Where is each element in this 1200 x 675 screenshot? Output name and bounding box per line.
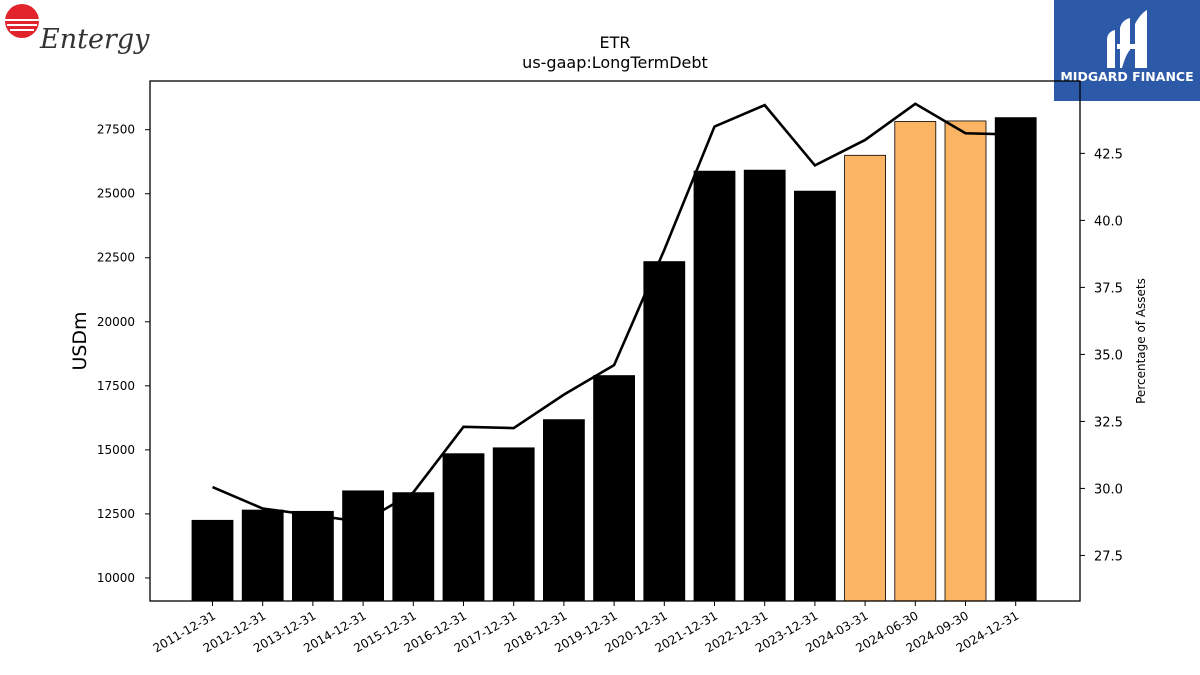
- right-tick-label: 42.5: [1094, 147, 1123, 162]
- right-tick-label: 37.5: [1094, 281, 1123, 296]
- percentage-line: [211, 102, 1016, 524]
- chart-subtitle: us-gaap:LongTermDebt: [522, 53, 708, 72]
- watermark-text: MIDGARD FINANCE: [1060, 69, 1193, 84]
- bar-2018-12-31: [543, 419, 585, 602]
- left-tick-label: 12500: [97, 507, 135, 521]
- bar-2012-12-31: [241, 509, 284, 602]
- y-axis-right-label: Percentage of Assets: [1134, 278, 1148, 404]
- left-axis: 10000 12500 15000 17500 20000 22500 25000 27500: [97, 123, 150, 585]
- bar-2020-12-31: [643, 261, 686, 602]
- company-logo-text: Entergy: [39, 24, 150, 55]
- bar-2021-12-31: [693, 170, 736, 602]
- bar-2019-12-31: [593, 375, 635, 602]
- left-tick-label: 15000: [97, 443, 135, 457]
- right-tick-label: 27.5: [1094, 549, 1123, 564]
- left-tick-label: 27500: [97, 123, 135, 137]
- bar-2014-12-31: [342, 490, 385, 602]
- bar-2022-12-31: [743, 169, 786, 602]
- right-tick-label: 40.0: [1094, 214, 1123, 229]
- bar-2024-03-31: [844, 154, 886, 602]
- left-tick-label: 17500: [97, 379, 135, 393]
- company-logo: Entergy: [5, 4, 150, 55]
- plot-frame: [149, 80, 1081, 602]
- left-tick-label: 25000: [97, 187, 135, 201]
- x-axis: 2011-12-312012-12-312013-12-312014-12-31…: [151, 601, 1021, 655]
- bar-2017-12-31: [492, 447, 535, 602]
- y-axis-label: USDm: [69, 311, 91, 370]
- watermark-logo: MIDGARD FINANCE: [1054, 0, 1200, 101]
- left-tick-label: 20000: [97, 315, 135, 329]
- watermark-emblem-icon: [1107, 10, 1147, 68]
- bar-2015-12-31: [392, 492, 435, 602]
- left-tick-label: 22500: [97, 251, 135, 265]
- bar-2024-06-30: [894, 121, 937, 602]
- bar-2016-12-31: [442, 453, 485, 602]
- line-series: [211, 102, 1016, 524]
- right-tick-label: 30.0: [1094, 482, 1123, 497]
- bar-2023-12-31: [794, 190, 836, 602]
- bar-2011-12-31: [191, 519, 234, 602]
- bar-2013-12-31: [291, 510, 334, 602]
- bar-2024-09-30: [944, 120, 987, 602]
- chart-title: ETR: [600, 33, 631, 52]
- right-tick-label: 32.5: [1094, 415, 1123, 430]
- right-tick-label: 35.0: [1094, 348, 1123, 363]
- bar-series: [191, 117, 1037, 602]
- right-axis: 27.5 30.0 32.5 35.0 37.5 40.0 42.5: [1080, 147, 1123, 564]
- left-tick-label: 10000: [97, 571, 135, 585]
- bar-2024-12-31: [994, 117, 1037, 602]
